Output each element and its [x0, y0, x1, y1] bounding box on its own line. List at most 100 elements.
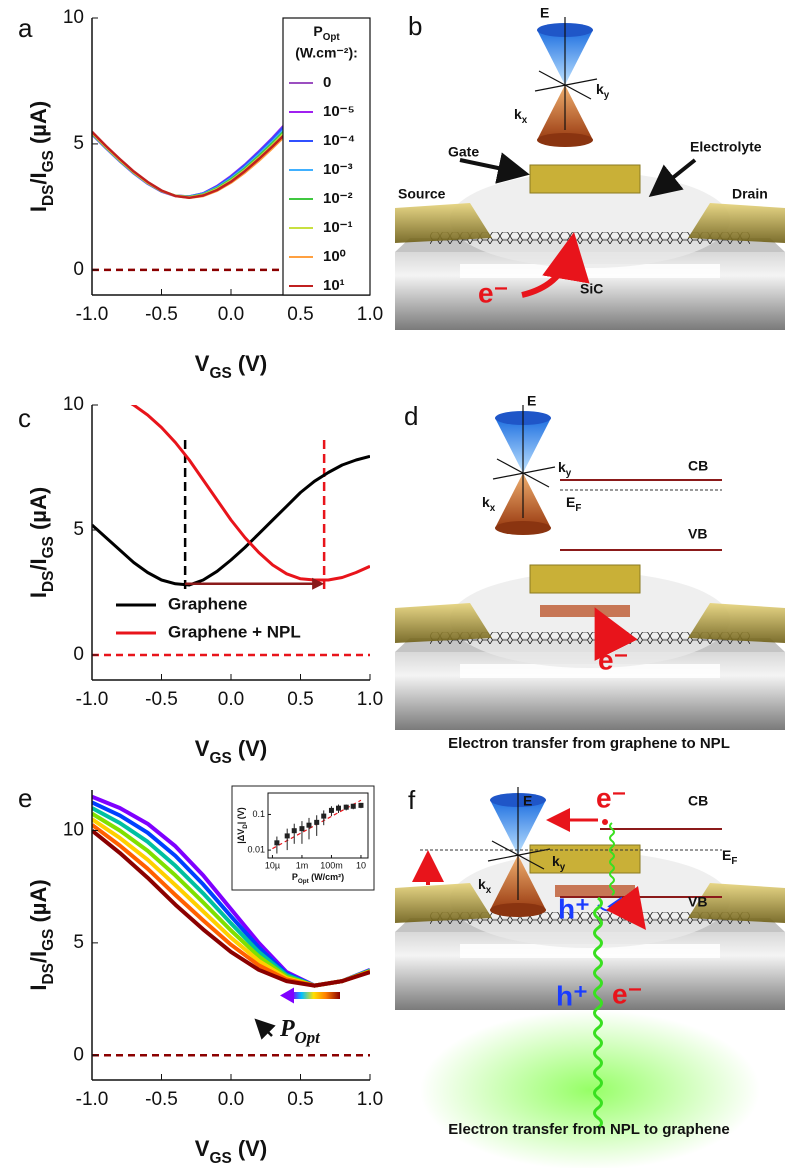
transfer-arrow: [521, 232, 590, 298]
label: e⁻: [598, 644, 628, 675]
legend-title: (W.cm⁻²):: [295, 45, 358, 61]
x-tick-label: 1.0: [357, 304, 383, 325]
gradient-arrow-head: [280, 987, 294, 1004]
transfer-arrow: [594, 607, 638, 661]
x-axis-label-part: GS: [209, 365, 231, 382]
label: e⁻: [478, 277, 508, 308]
label: Source: [398, 186, 446, 202]
label-part: F: [575, 503, 581, 514]
data-line: [92, 828, 370, 988]
panel-label: c: [18, 403, 31, 433]
annotation: POpt: [279, 1016, 321, 1048]
legend-title-part: Opt: [323, 32, 341, 43]
caption: Electron transfer from graphene to NPL: [448, 735, 730, 752]
legend-label: 10⁰: [323, 248, 346, 265]
transfer-arrow: [606, 886, 646, 930]
legend-label: 10⁻²: [323, 190, 353, 207]
y-axis-label-part: (µA): [26, 487, 51, 536]
point: [284, 833, 290, 839]
point: [350, 803, 356, 809]
x-tick-label: 10µ: [265, 860, 280, 870]
annotation-part: Opt: [295, 1028, 322, 1047]
x-axis-label: VGS (V): [195, 351, 267, 382]
gradient-arrow: [292, 992, 340, 999]
x-tick-label: 100m: [320, 860, 343, 870]
y-axis-label-part: I: [26, 985, 51, 991]
data-line: [92, 454, 370, 587]
label: EF: [566, 494, 581, 514]
panel-label: a: [18, 13, 33, 43]
legend-label: 10⁻¹: [323, 219, 353, 236]
nanoplatelet: [540, 605, 630, 617]
label: h⁺: [558, 893, 590, 924]
panel-label: f: [408, 785, 416, 815]
label-part: k: [478, 876, 486, 892]
x-axis-label: VGS (V): [195, 736, 267, 767]
label: SiC: [580, 281, 603, 297]
inset-background: [231, 785, 375, 891]
y-tick-label: 0: [73, 1044, 84, 1065]
point: [314, 819, 320, 825]
x-axis-label: VGS (V): [195, 1136, 267, 1167]
dirac-cone: [492, 404, 556, 536]
data-line: [92, 131, 288, 200]
x-axis-label-part: P: [292, 872, 298, 882]
legend-label: 10⁻⁵: [323, 103, 355, 120]
label: kx: [478, 876, 492, 896]
x-tick-label: 1.0: [357, 689, 383, 710]
label: E: [523, 793, 532, 809]
diagram-d: E ky kx CB EF VB e⁻ Electron transfer fr…: [394, 393, 786, 752]
label-part: E: [722, 847, 731, 863]
plot-area: [92, 121, 370, 272]
legend-label: Graphene + NPL: [168, 622, 301, 641]
label: Electrolyte: [690, 139, 762, 155]
label-part: k: [596, 81, 604, 97]
y-axis-label-part: I: [26, 206, 51, 212]
label: kx: [482, 494, 496, 514]
dirac-cone: [534, 16, 598, 148]
y-axis-label: IDS/IGS (µA): [26, 487, 57, 598]
y-axis-label-part: /I: [26, 951, 51, 963]
label: ky: [596, 81, 610, 101]
legend-label: 10¹: [323, 277, 345, 294]
point: [343, 804, 349, 810]
y-axis-label-part: GS: [40, 150, 57, 172]
x-axis-label-part: V: [195, 1136, 210, 1161]
y-tick-label: 0.01: [247, 844, 265, 854]
y-tick-label: 0: [73, 644, 84, 665]
legend-label: 10⁻³: [323, 161, 353, 178]
y-axis-label: |ΔVD| (V): [236, 807, 249, 844]
x-axis-label-part: GS: [209, 750, 231, 767]
label: ky: [558, 459, 572, 479]
y-axis-label-part: GS: [40, 536, 57, 558]
label: e⁻: [596, 782, 626, 813]
label-part: y: [566, 468, 572, 479]
point: [274, 840, 280, 846]
y-axis-label-part: (µA): [26, 879, 51, 928]
x-tick-label: 1m: [296, 860, 309, 870]
label: E: [527, 393, 536, 409]
y-tick-label: 5: [73, 932, 84, 953]
point: [299, 826, 305, 832]
label: E: [540, 5, 549, 21]
pointer: [648, 158, 697, 197]
x-tick-label: -0.5: [145, 1089, 178, 1110]
panel-label: b: [408, 11, 422, 41]
label: kx: [514, 106, 528, 126]
x-axis-label-part: V: [195, 351, 210, 376]
electron: [602, 819, 608, 825]
pointer: [459, 152, 530, 184]
diagram-f: E e⁻ CB EF ky kx h⁺ VB h⁺ e⁻ Electron tr…: [394, 782, 786, 1168]
x-axis-label-part: (V): [232, 736, 267, 761]
plot-area: [92, 405, 370, 657]
label-part: k: [552, 853, 560, 869]
label-part: y: [604, 90, 610, 101]
y-axis-label-part: D: [242, 824, 249, 829]
y-tick-label: 10: [63, 819, 84, 840]
y-tick-label: 5: [73, 133, 84, 154]
legend-label: 10⁻⁴: [323, 132, 355, 149]
label: VB: [688, 526, 707, 542]
annotation-arrow: [254, 1018, 276, 1040]
point: [328, 807, 334, 813]
